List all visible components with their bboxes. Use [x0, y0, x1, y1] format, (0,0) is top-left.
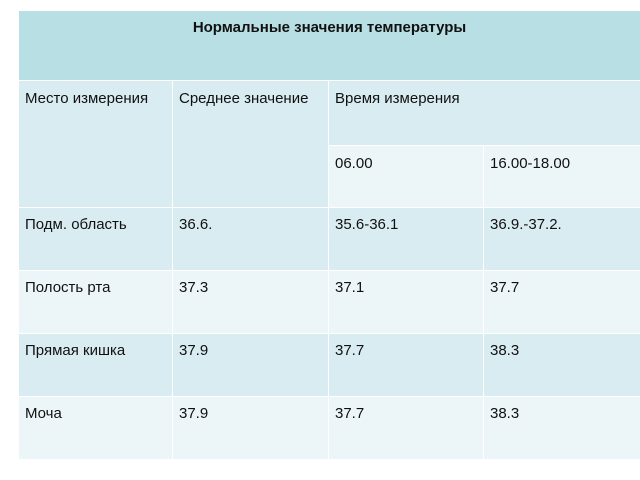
cell: 38.3	[482, 333, 640, 397]
header-cell: Время измерения	[327, 80, 640, 146]
cell: 38.3	[482, 396, 640, 460]
cell: 37.9	[172, 333, 329, 397]
cell: 37.9	[172, 396, 329, 460]
cell: 36.9.-37.2.	[482, 207, 640, 271]
cell: Моча	[18, 396, 173, 460]
cell: Подм. область	[18, 207, 173, 271]
cell: 37.3	[172, 270, 329, 334]
cell: 37.7	[482, 270, 640, 334]
cell: 36.6.	[172, 207, 329, 271]
temperature-table: Нормальные значения температуры Место из…	[17, 10, 640, 460]
table-title: Нормальные значения температуры	[17, 10, 640, 81]
cell: Полость рта	[18, 270, 173, 334]
header-cell: Место измерения	[18, 80, 173, 208]
header-cell: Среднее значение	[172, 80, 329, 208]
cell: 37.1	[328, 270, 484, 334]
subheader-cell: 06.00	[328, 145, 484, 208]
cell: 37.7	[328, 333, 484, 397]
cell: 35.6-36.1	[328, 207, 484, 271]
cell: 37.7	[328, 396, 484, 460]
subheader-cell: 16.00-18.00	[482, 145, 640, 208]
cell: Прямая кишка	[18, 333, 173, 397]
